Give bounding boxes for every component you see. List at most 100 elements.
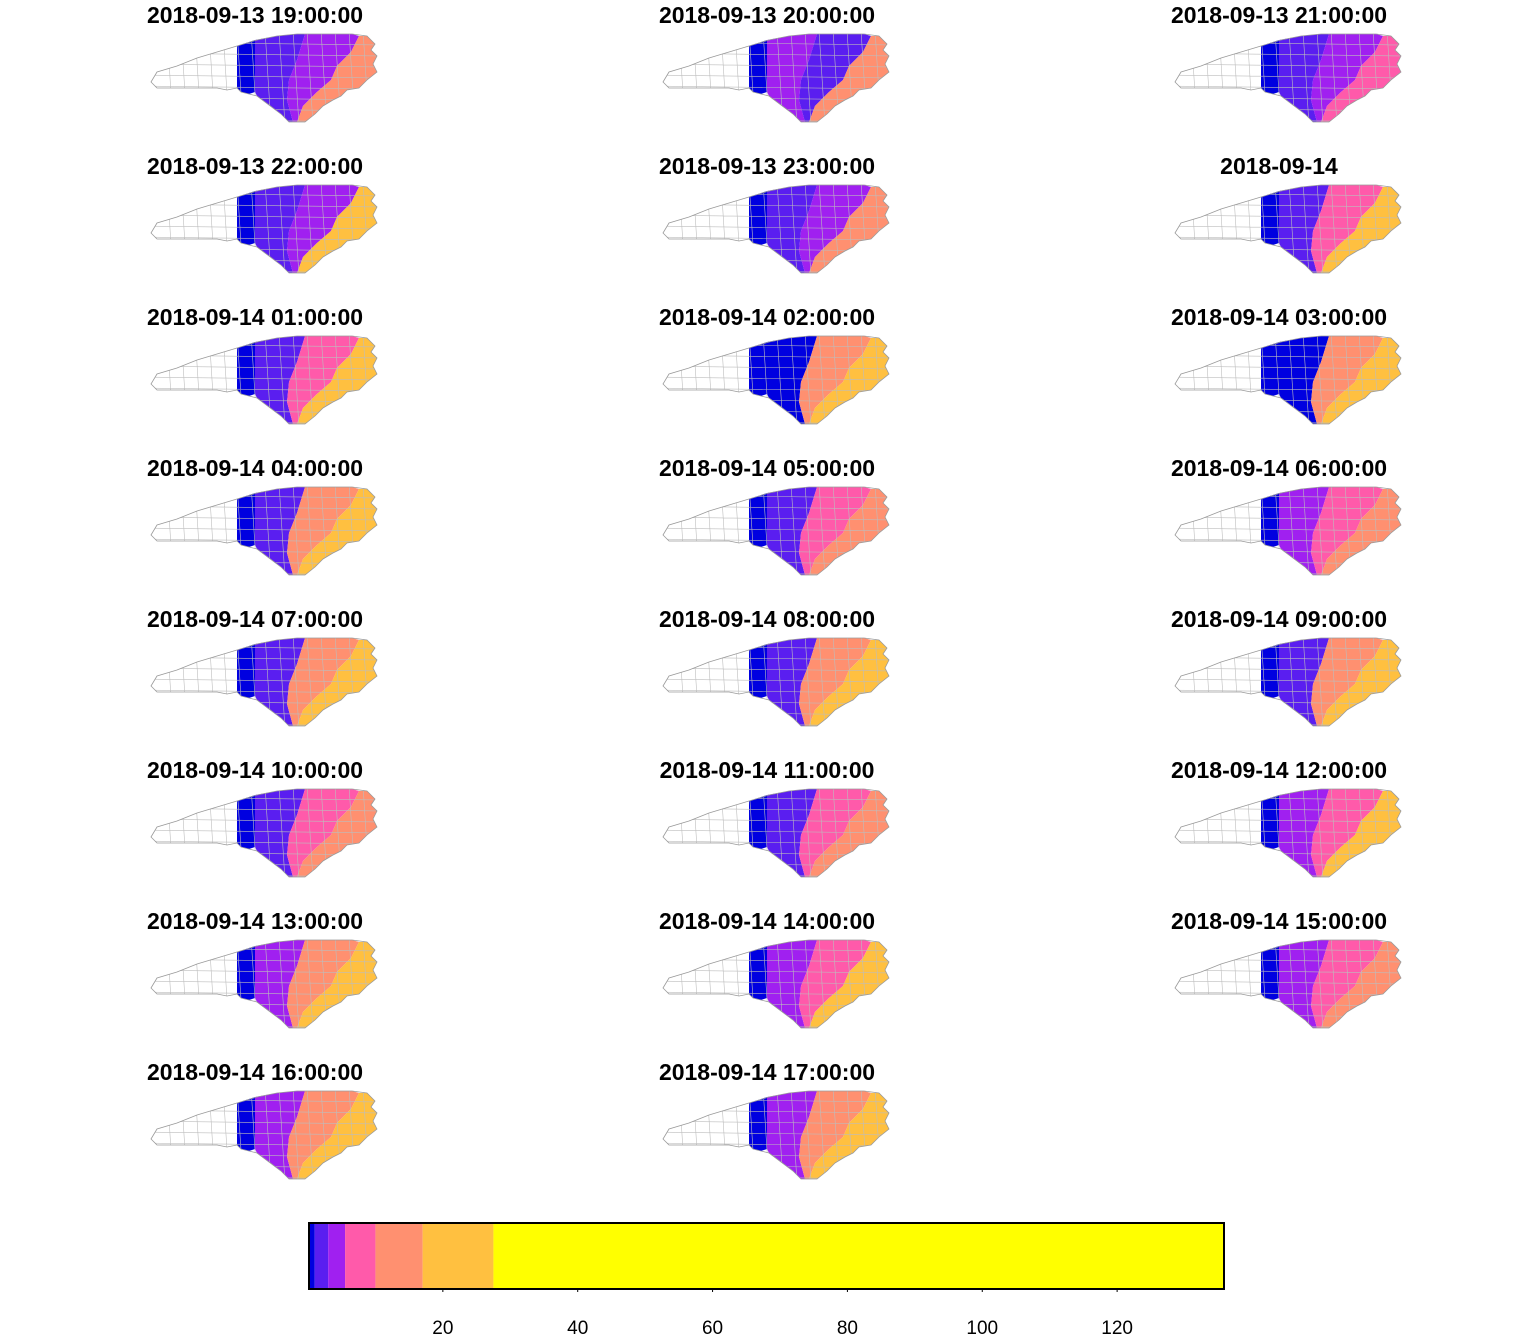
region-west-empty <box>663 644 767 698</box>
panel-title: 2018-09-14 14:00:00 <box>658 908 876 934</box>
panel-title: 2018-09-13 19:00:00 <box>146 2 364 28</box>
panel-title: 2018-09-13 22:00:00 <box>146 153 364 179</box>
map-panel: 2018-09-14 12:00:00 <box>1149 755 1409 895</box>
map-panel: 2018-09-14 02:00:00 <box>637 302 897 442</box>
county-map <box>662 939 890 1029</box>
panel-title: 2018-09-14 11:00:00 <box>659 757 875 783</box>
state-outline <box>150 486 378 576</box>
region-mid <box>767 336 817 424</box>
state-outline <box>662 939 890 1029</box>
region-coast <box>297 640 377 726</box>
legend-tick-label: 80 <box>836 1318 858 1339</box>
region-coast <box>809 489 889 575</box>
map-panel: 2018-09-14 16:00:00 <box>125 1057 385 1197</box>
region-west-empty <box>1175 40 1279 94</box>
county-map <box>1174 939 1402 1029</box>
region-coast <box>809 1093 889 1179</box>
state-outline <box>150 788 378 878</box>
map-panel: 2018-09-14 17:00:00 <box>637 1057 897 1197</box>
state-outline <box>1174 335 1402 425</box>
county-map <box>662 637 890 727</box>
panel-title: 2018-09-14 17:00:00 <box>658 1059 876 1085</box>
panel-title: 2018-09-14 04:00:00 <box>146 455 364 481</box>
state-outline <box>150 1090 378 1180</box>
panel-title: 2018-09-14 <box>1220 153 1338 179</box>
region-mid <box>1279 638 1329 726</box>
county-map <box>150 788 378 878</box>
region-coast <box>297 791 377 877</box>
legend-tick-label: 60 <box>701 1318 724 1339</box>
legend-frame <box>308 1222 1225 1290</box>
region-west-data <box>237 946 255 1000</box>
state-outline <box>1174 486 1402 576</box>
map-panel: 2018-09-14 13:00:00 <box>125 906 385 1046</box>
county-map <box>662 335 890 425</box>
region-west-empty <box>663 493 767 547</box>
region-mid <box>767 940 817 1028</box>
region-east <box>1311 34 1383 122</box>
legend-tick-label: 100 <box>966 1318 999 1339</box>
state-outline <box>1174 788 1402 878</box>
region-west-empty <box>1175 795 1279 849</box>
region-mid <box>1279 34 1329 122</box>
region-east <box>799 940 871 1028</box>
panel-title: 2018-09-13 23:00:00 <box>658 153 876 179</box>
county-map <box>150 939 378 1029</box>
region-west-data <box>749 40 767 94</box>
state-outline <box>1174 184 1402 274</box>
region-east <box>799 34 871 122</box>
region-coast <box>297 1093 377 1179</box>
region-coast <box>1321 187 1401 273</box>
region-east <box>287 789 359 877</box>
map-panel: 2018-09-14 05:00:00 <box>637 453 897 593</box>
map-panel: 2018-09-13 20:00:00 <box>637 0 897 140</box>
panel-title: 2018-09-14 06:00:00 <box>1170 455 1388 481</box>
state-outline <box>662 1090 890 1180</box>
county-map <box>1174 184 1402 274</box>
region-west-data <box>749 795 767 849</box>
legend-swatch <box>328 1223 346 1289</box>
region-west-data <box>749 1097 767 1151</box>
region-west-empty <box>1175 644 1279 698</box>
region-west-empty <box>151 946 255 1000</box>
region-east <box>1311 487 1383 575</box>
region-east <box>799 185 871 273</box>
state-outline <box>1174 33 1402 123</box>
panel-title: 2018-09-14 12:00:00 <box>1170 757 1388 783</box>
region-west-data <box>237 493 255 547</box>
region-west-empty <box>663 191 767 245</box>
county-map <box>150 637 378 727</box>
region-mid <box>255 487 305 575</box>
panel-title: 2018-09-14 08:00:00 <box>658 606 876 632</box>
state-outline <box>662 637 890 727</box>
map-panel: 2018-09-14 11:00:00 <box>637 755 897 895</box>
region-west-data <box>1261 342 1279 396</box>
legend-swatch <box>375 1223 423 1289</box>
county-map <box>1174 486 1402 576</box>
region-coast <box>1321 36 1401 122</box>
region-mid <box>767 638 817 726</box>
county-map <box>150 1090 378 1180</box>
panel-title: 2018-09-14 03:00:00 <box>1170 304 1388 330</box>
county-map <box>150 335 378 425</box>
region-coast <box>1321 942 1401 1028</box>
map-panel: 2018-09-14 09:00:00 <box>1149 604 1409 744</box>
state-outline <box>1174 637 1402 727</box>
region-east <box>1311 336 1383 424</box>
region-mid <box>1279 789 1329 877</box>
region-east <box>1311 185 1383 273</box>
region-west-data <box>237 795 255 849</box>
region-mid <box>767 789 817 877</box>
region-mid <box>1279 487 1329 575</box>
region-coast <box>297 187 377 273</box>
region-mid <box>255 789 305 877</box>
state-outline <box>662 788 890 878</box>
legend-tick-label: 40 <box>567 1318 589 1339</box>
region-west-data <box>1261 946 1279 1000</box>
region-west-empty <box>1175 342 1279 396</box>
region-east <box>799 336 871 424</box>
region-mid <box>1279 185 1329 273</box>
region-mid <box>255 185 305 273</box>
region-mid <box>255 1091 305 1179</box>
county-map <box>150 184 378 274</box>
